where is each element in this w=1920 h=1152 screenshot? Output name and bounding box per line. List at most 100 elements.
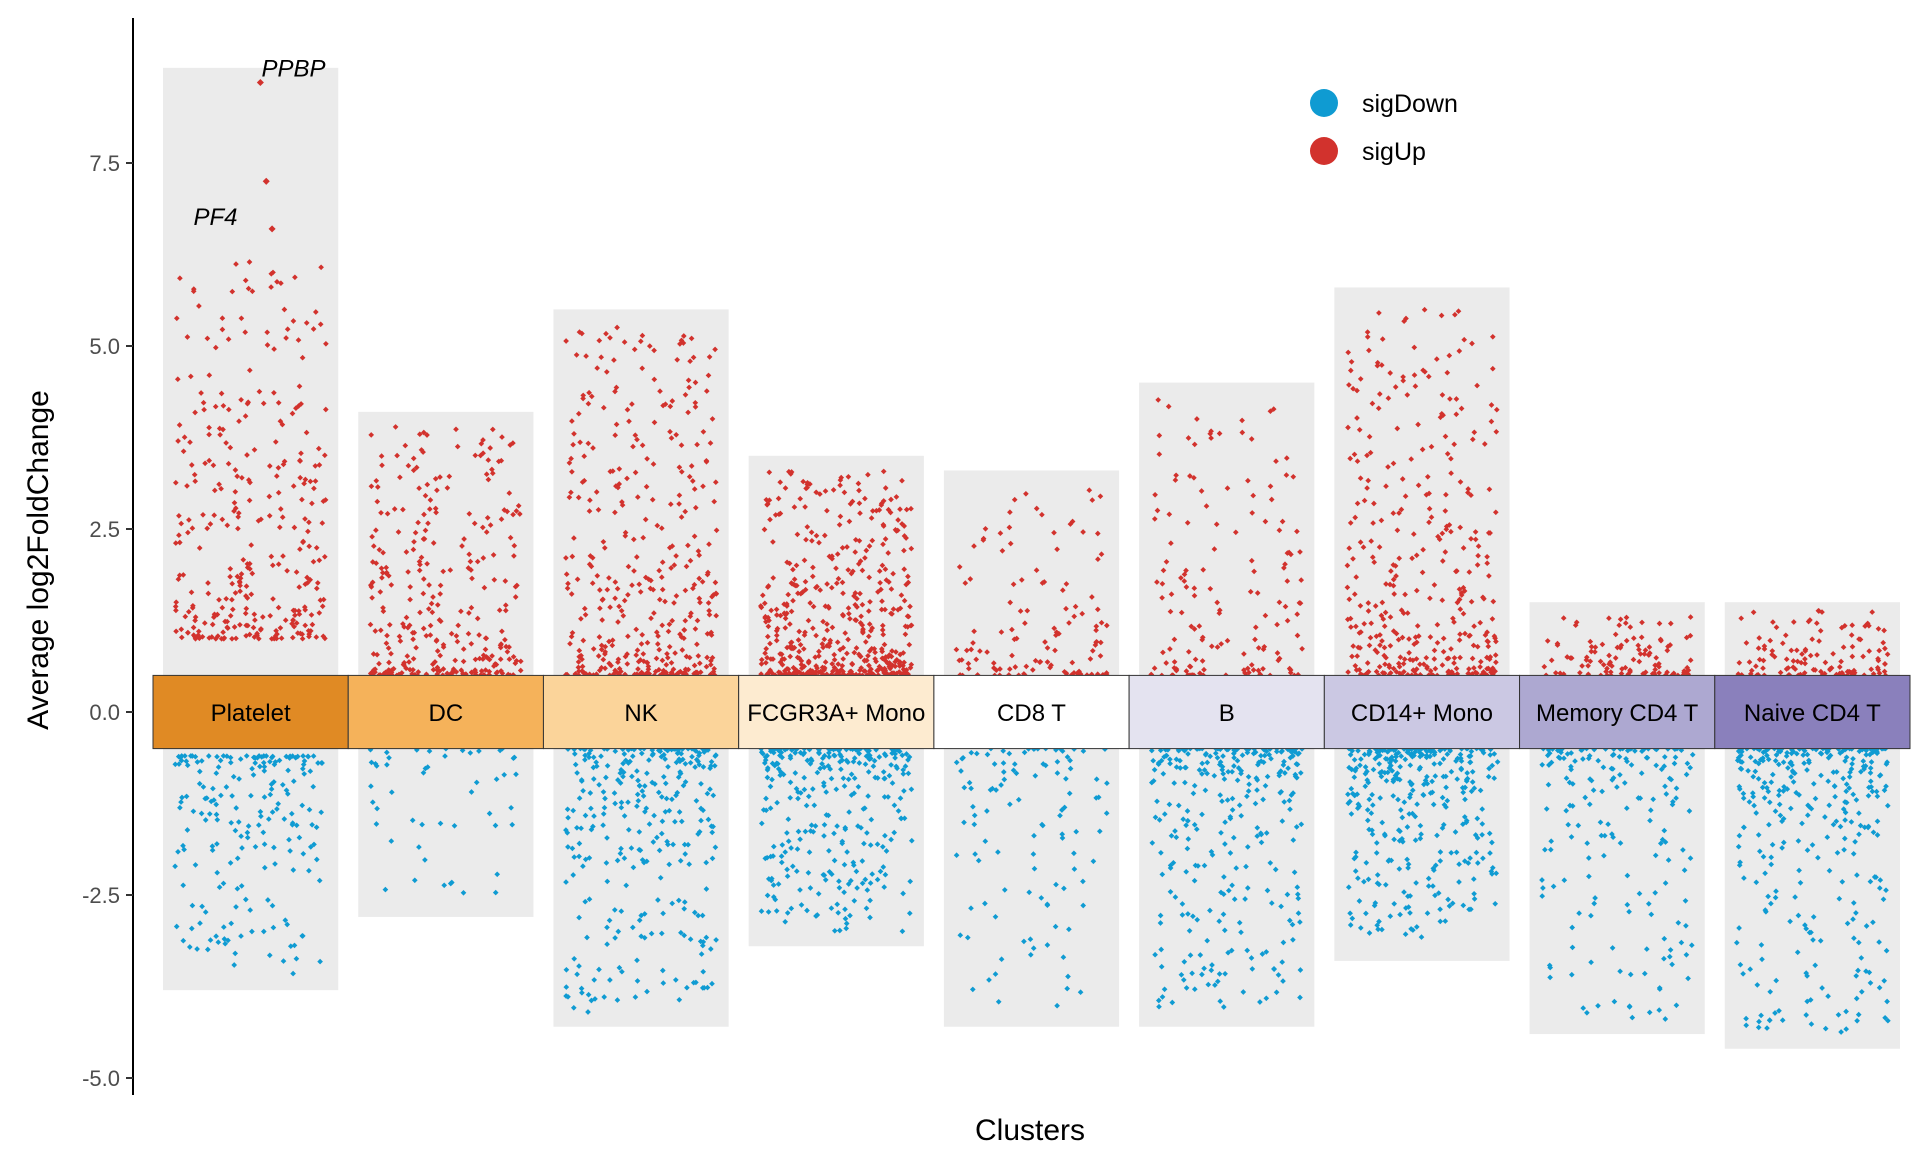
point-down-b: [1167, 865, 1174, 871]
point-up-fcgr3a-mono: [868, 515, 875, 521]
point-down-platelet: [265, 816, 272, 822]
point-up-platelet: [297, 546, 303, 553]
point-down-platelet: [177, 804, 183, 811]
point-down-cd14-mono: [1407, 893, 1414, 899]
point-down-naive-cd4-t: [1766, 1017, 1773, 1023]
point-down-cd8-t: [998, 956, 1005, 963]
point-down-b: [1261, 752, 1268, 759]
point-down-memory-cd4-t: [1598, 832, 1605, 839]
point-up-cd14-mono: [1457, 631, 1463, 638]
point-down-cd14-mono: [1374, 922, 1381, 929]
point-down-cd8-t: [1021, 749, 1028, 756]
point-up-dc: [405, 624, 411, 631]
point-down-cd14-mono: [1493, 870, 1500, 877]
point-up-nk: [689, 478, 696, 484]
point-down-cd8-t: [992, 971, 999, 977]
point-down-b: [1278, 903, 1284, 910]
point-up-dc: [378, 565, 385, 572]
point-up-platelet: [178, 634, 185, 641]
point-up-nk: [686, 654, 693, 661]
point-down-cd14-mono: [1460, 789, 1467, 796]
point-down-cd8-t: [1027, 951, 1034, 958]
point-up-naive-cd4-t: [1882, 645, 1888, 652]
point-down-b: [1260, 796, 1266, 803]
point-up-platelet: [243, 605, 250, 612]
cluster-band-memory-cd4-t: [1519, 674, 1716, 750]
point-down-b: [1156, 1003, 1162, 1010]
point-down-fcgr3a-mono: [888, 762, 894, 768]
point-down-memory-cd4-t: [1599, 788, 1605, 795]
point-up-dc: [368, 483, 375, 490]
point-down-naive-cd4-t: [1841, 846, 1847, 853]
point-up-cd14-mono: [1451, 660, 1457, 666]
point-down-b: [1180, 816, 1187, 823]
point-down-memory-cd4-t: [1617, 771, 1623, 778]
point-down-cd14-mono: [1437, 858, 1444, 864]
point-up-cd8-t: [1097, 639, 1104, 646]
point-down-b: [1290, 753, 1296, 759]
point-up-nk: [666, 544, 673, 551]
point-up-cd14-mono: [1434, 639, 1441, 646]
point-down-memory-cd4-t: [1610, 834, 1616, 841]
point-up-cd14-mono: [1477, 619, 1484, 626]
point-up-platelet: [296, 584, 303, 590]
point-down-fcgr3a-mono: [871, 757, 878, 764]
point-down-memory-cd4-t: [1643, 754, 1650, 761]
point-up-memory-cd4-t: [1639, 619, 1645, 626]
point-up-fcgr3a-mono: [840, 656, 847, 662]
point-down-fcgr3a-mono: [807, 828, 814, 834]
point-down-cd8-t: [1080, 748, 1087, 754]
point-up-cd14-mono: [1480, 594, 1486, 601]
point-down-fcgr3a-mono: [858, 824, 864, 831]
point-up-cd14-mono: [1453, 568, 1459, 575]
point-down-b: [1158, 946, 1165, 953]
point-up-dc: [517, 658, 524, 665]
point-up-platelet: [301, 604, 308, 610]
point-up-dc: [472, 656, 479, 663]
point-up-b: [1294, 528, 1300, 535]
point-down-cd14-mono: [1461, 814, 1468, 820]
point-down-nk: [682, 779, 689, 785]
y-tick-label: 7.5: [89, 151, 120, 176]
point-down-nk: [570, 807, 577, 814]
point-up-naive-cd4-t: [1822, 659, 1829, 666]
point-down-nk: [629, 924, 636, 931]
point-up-b: [1156, 451, 1163, 458]
point-up-cd8-t: [973, 656, 980, 663]
point-up-dc: [495, 458, 502, 465]
point-up-nk: [618, 607, 625, 614]
point-down-b: [1242, 896, 1248, 902]
point-down-nk: [620, 773, 626, 780]
point-up-fcgr3a-mono: [907, 603, 913, 610]
point-down-nk: [710, 823, 716, 830]
point-up-fcgr3a-mono: [902, 631, 909, 638]
point-up-cd14-mono: [1392, 384, 1399, 390]
point-up-cd14-mono: [1396, 510, 1402, 516]
point-up-cd8-t: [1051, 529, 1057, 536]
point-down-dc: [513, 771, 519, 778]
point-down-cd14-mono: [1423, 754, 1430, 761]
point-down-platelet: [213, 801, 220, 808]
point-down-cd14-mono: [1362, 783, 1369, 790]
point-up-dc: [407, 584, 414, 590]
point-down-naive-cd4-t: [1866, 969, 1873, 976]
point-down-b: [1295, 910, 1302, 917]
point-down-b: [1204, 759, 1211, 766]
point-down-cd14-mono: [1405, 861, 1412, 868]
point-up-dc: [453, 426, 459, 433]
point-up-fcgr3a-mono: [869, 508, 876, 514]
point-up-cd14-mono: [1482, 632, 1489, 638]
point-up-platelet: [244, 452, 250, 458]
point-down-b: [1229, 882, 1235, 889]
point-up-memory-cd4-t: [1630, 635, 1637, 642]
point-down-cd14-mono: [1449, 900, 1456, 907]
cluster-band-b: [1128, 674, 1325, 750]
point-up-fcgr3a-mono: [849, 498, 856, 505]
point-up-nk: [712, 346, 718, 353]
point-down-platelet: [244, 834, 251, 841]
point-up-cd8-t: [1048, 662, 1054, 669]
point-up-memory-cd4-t: [1612, 631, 1619, 638]
point-up-fcgr3a-mono: [820, 644, 826, 651]
point-up-cd14-mono: [1460, 545, 1467, 551]
point-up-b: [1283, 472, 1290, 478]
